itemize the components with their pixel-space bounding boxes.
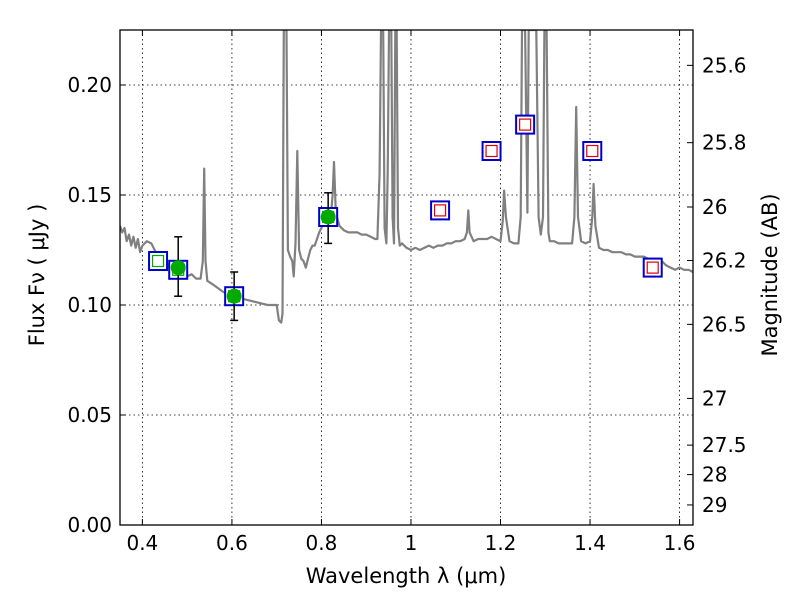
mag-tick-label: 26.2	[702, 249, 747, 273]
x-tick-label: 1.4	[574, 531, 606, 555]
model-square-inner	[433, 204, 447, 217]
y-tick-label: 0.20	[67, 73, 112, 97]
model-square-marker	[481, 141, 502, 161]
markers-layer	[148, 114, 663, 322]
spectrum-layer	[120, 30, 693, 324]
mag-tick-label: 26	[702, 195, 727, 219]
x-tick-label: 1	[405, 531, 418, 555]
model-square-inner	[646, 261, 659, 274]
right-axis-label: Magnitude (AB)	[758, 193, 782, 356]
model-square-marker	[515, 114, 536, 135]
model-square-inner	[151, 254, 165, 268]
mag-tick-label: 28	[702, 463, 727, 487]
model-square-marker	[642, 257, 663, 278]
x-tick-label: 0.4	[126, 531, 158, 555]
y-tick-label: 0.15	[67, 183, 112, 207]
observed-point	[170, 260, 186, 276]
observed-point	[320, 209, 336, 225]
mag-tick-label: 27	[702, 386, 727, 410]
model-square-marker	[430, 200, 451, 221]
y-tick-label: 0.05	[67, 403, 112, 427]
x-axis-label: Wavelength λ (μm)	[306, 564, 507, 588]
model-square-marker	[582, 141, 603, 161]
x-tick-label: 1.6	[664, 531, 696, 555]
model-square-inner	[485, 144, 498, 158]
mag-tick-label: 29	[702, 493, 727, 517]
plot-frame	[119, 29, 694, 526]
mag-tick-label: 26.5	[702, 312, 747, 336]
spectrum-line	[120, 30, 693, 324]
x-tick-label: 1.2	[485, 531, 517, 555]
model-square-inner	[586, 144, 599, 158]
y-tick-label: 0.00	[67, 513, 112, 537]
mag-tick-label: 25.6	[702, 53, 747, 77]
observed-point	[226, 288, 242, 304]
axis-ticks: 0.4 0.6 0.8 1 1.2 1.4 1.6 0.00 0.05 0.10 0.15 0.20 2…	[67, 30, 747, 555]
model-square-inner	[519, 118, 532, 131]
mag-tick-label: 27.5	[702, 433, 747, 457]
mag-tick-label: 25.8	[702, 131, 747, 155]
y-tick-label: 0.10	[67, 293, 112, 317]
y-axis-label: Flux Fν ( μJy )	[25, 204, 49, 347]
model-square-marker	[148, 251, 169, 271]
x-tick-label: 0.6	[216, 531, 248, 555]
x-tick-label: 0.8	[306, 531, 338, 555]
